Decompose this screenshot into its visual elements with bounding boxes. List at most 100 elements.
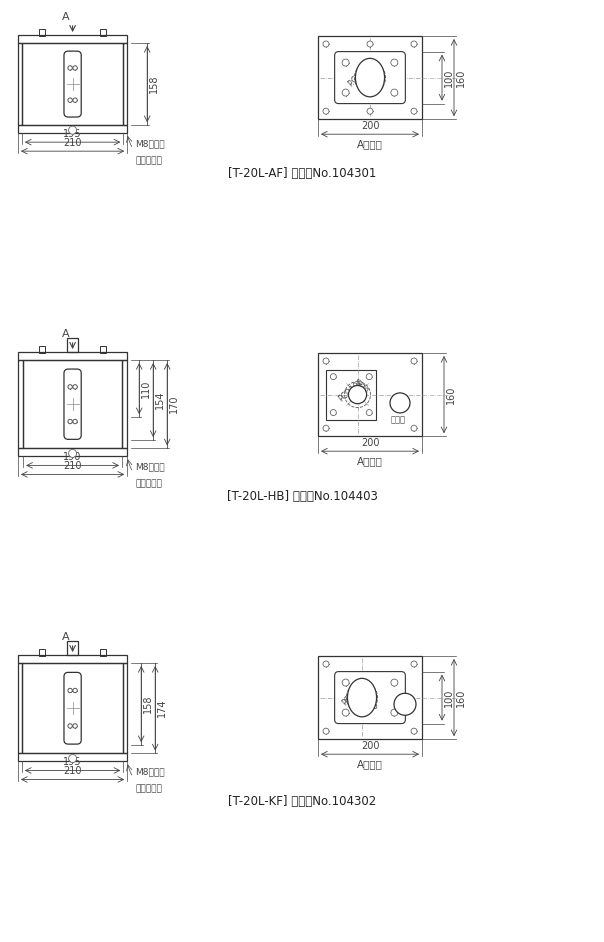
Text: P.C.D120: P.C.D120: [347, 58, 377, 89]
Text: 給油口: 給油口: [391, 415, 405, 425]
Text: 158: 158: [149, 74, 159, 93]
Text: 取付用切欠: 取付用切欠: [135, 156, 162, 165]
Text: [T-20L-KF] コードNo.104302: [T-20L-KF] コードNo.104302: [228, 795, 376, 808]
Text: [T-20L-HB] コードNo.104403: [T-20L-HB] コードNo.104403: [226, 490, 378, 503]
Circle shape: [330, 374, 336, 380]
Text: 154: 154: [155, 391, 165, 409]
Ellipse shape: [347, 678, 376, 717]
Text: 200: 200: [361, 122, 379, 131]
Text: A: A: [62, 329, 69, 339]
Text: φ116: φ116: [364, 59, 384, 79]
Text: 160: 160: [456, 69, 466, 87]
Text: M8ボルト: M8ボルト: [135, 463, 165, 471]
Bar: [68, 641, 78, 655]
Circle shape: [68, 384, 72, 389]
Text: PCD120: PCD120: [340, 679, 368, 707]
FancyBboxPatch shape: [64, 369, 81, 439]
Circle shape: [323, 41, 329, 47]
Text: A矢視図: A矢視図: [357, 139, 383, 149]
Text: 160: 160: [456, 689, 466, 706]
Bar: [100, 649, 106, 656]
Circle shape: [323, 728, 329, 734]
Bar: [22, 663, 123, 754]
Circle shape: [68, 723, 72, 728]
Text: 取付用切欠: 取付用切欠: [135, 785, 162, 793]
Circle shape: [342, 709, 349, 716]
Circle shape: [323, 661, 329, 667]
Text: 170: 170: [169, 395, 179, 414]
Circle shape: [390, 393, 410, 413]
FancyBboxPatch shape: [335, 52, 405, 104]
FancyBboxPatch shape: [335, 672, 405, 723]
Text: 110: 110: [141, 380, 151, 398]
Circle shape: [73, 98, 77, 103]
Text: [T-20L-AF] コードNo.104301: [T-20L-AF] コードNo.104301: [228, 167, 376, 180]
Bar: [39, 649, 45, 656]
Bar: [318, 36, 422, 120]
Bar: [100, 346, 106, 353]
Circle shape: [342, 679, 349, 686]
Circle shape: [367, 108, 373, 114]
Text: A矢視図: A矢視図: [357, 759, 383, 770]
Ellipse shape: [355, 58, 385, 97]
Bar: [122, 360, 127, 448]
Circle shape: [349, 385, 367, 404]
Text: 195: 195: [63, 757, 82, 768]
Circle shape: [391, 679, 398, 686]
Bar: [18, 754, 127, 761]
Text: M8ボルト: M8ボルト: [135, 139, 165, 148]
Circle shape: [411, 425, 417, 431]
Circle shape: [68, 419, 72, 424]
Text: φ116: φ116: [356, 679, 376, 700]
Bar: [18, 125, 127, 133]
Bar: [18, 360, 23, 448]
Bar: [68, 338, 78, 352]
Bar: [39, 346, 45, 353]
Text: 174: 174: [157, 699, 167, 718]
Bar: [326, 369, 376, 419]
Text: 200: 200: [361, 741, 379, 751]
Circle shape: [391, 709, 398, 716]
Circle shape: [411, 41, 417, 47]
Text: 100: 100: [444, 689, 454, 706]
Bar: [23, 360, 122, 448]
FancyBboxPatch shape: [64, 51, 81, 117]
Circle shape: [391, 89, 398, 96]
Circle shape: [342, 59, 349, 66]
Circle shape: [367, 41, 373, 47]
Circle shape: [330, 410, 336, 415]
Text: 210: 210: [63, 462, 82, 471]
Bar: [18, 43, 22, 125]
Text: 100: 100: [444, 69, 454, 87]
Circle shape: [68, 66, 72, 70]
Bar: [123, 43, 127, 125]
Text: 210: 210: [63, 138, 82, 148]
Circle shape: [69, 126, 77, 134]
Circle shape: [68, 98, 72, 103]
Circle shape: [411, 108, 417, 114]
Text: PCD100: PCD100: [336, 377, 365, 403]
Bar: [18, 35, 127, 43]
Text: 210: 210: [63, 767, 82, 776]
Circle shape: [366, 374, 372, 380]
Bar: [39, 29, 45, 36]
Circle shape: [69, 755, 77, 762]
Bar: [18, 663, 22, 754]
Circle shape: [73, 66, 77, 70]
Text: 17.5: 17.5: [362, 703, 379, 711]
Text: 取付用切欠: 取付用切欠: [135, 479, 162, 488]
Circle shape: [342, 89, 349, 96]
Circle shape: [411, 728, 417, 734]
Text: A: A: [62, 632, 69, 642]
FancyBboxPatch shape: [64, 673, 81, 744]
Bar: [100, 29, 106, 36]
Circle shape: [323, 425, 329, 431]
Circle shape: [411, 661, 417, 667]
Circle shape: [73, 723, 77, 728]
Bar: [318, 656, 422, 739]
Text: A: A: [62, 12, 69, 22]
Circle shape: [73, 384, 77, 389]
Text: M8ボルト: M8ボルト: [135, 768, 165, 776]
Circle shape: [394, 693, 416, 715]
Text: 195: 195: [63, 129, 82, 139]
